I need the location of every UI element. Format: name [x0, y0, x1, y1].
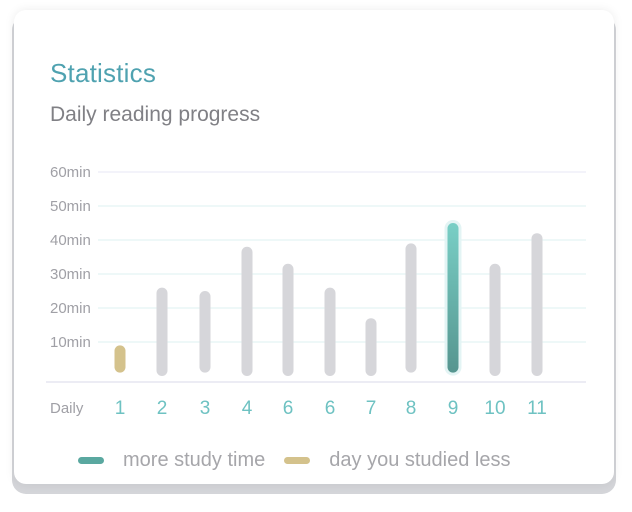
y-tick-label: 10min	[50, 334, 91, 351]
bar	[365, 318, 377, 376]
bar	[282, 263, 294, 376]
chart-legend: more study time day you studied less	[78, 446, 511, 474]
x-tick-label: 2	[157, 398, 168, 419]
x-tick-label: 4	[242, 398, 253, 419]
x-axis-label: Daily	[50, 400, 84, 417]
x-tick-label: 6	[325, 398, 336, 419]
y-tick-label: 40min	[50, 232, 91, 249]
teal-pill-swatch-icon	[78, 456, 104, 464]
statistics-card	[14, 10, 614, 484]
bar-more-study-time	[447, 223, 459, 373]
legend-item-more-study-time: more study time	[78, 449, 265, 472]
legend-label: day you studied less	[329, 448, 511, 471]
bar	[531, 233, 543, 376]
grid-lines	[46, 171, 586, 383]
legend-label: more study time	[123, 448, 266, 471]
y-axis-ticks: 10min 20min 30min 40min 50min 60min	[50, 164, 91, 351]
y-tick-label: 50min	[50, 198, 91, 215]
x-tick-label: 11	[527, 398, 547, 419]
x-tick-label: 7	[366, 398, 377, 419]
bars	[114, 220, 543, 376]
legend-item-studied-less: day you studied less	[284, 448, 511, 472]
x-axis-labels: 1 2 3 4 6 6 7 8 9 10 11 Daily	[50, 398, 547, 419]
y-tick-label: 60min	[50, 164, 91, 181]
x-tick-label: 6	[283, 398, 294, 419]
bar	[405, 243, 417, 373]
page-subtitle: Daily reading progress	[50, 103, 261, 126]
bar	[489, 263, 501, 376]
x-tick-label: 10	[484, 398, 505, 419]
bar	[199, 291, 211, 373]
y-tick-label: 20min	[50, 300, 91, 317]
bar	[156, 287, 168, 376]
x-tick-label: 3	[200, 398, 211, 419]
page-title: Statistics	[50, 58, 157, 88]
bar-studied-less	[114, 345, 126, 373]
bar	[241, 246, 253, 376]
bar	[324, 287, 336, 376]
gold-pill-swatch-icon	[284, 456, 311, 464]
y-tick-label: 30min	[50, 266, 91, 283]
x-tick-label: 8	[406, 398, 417, 419]
x-tick-label: 1	[115, 398, 126, 419]
x-tick-label: 9	[448, 398, 459, 419]
